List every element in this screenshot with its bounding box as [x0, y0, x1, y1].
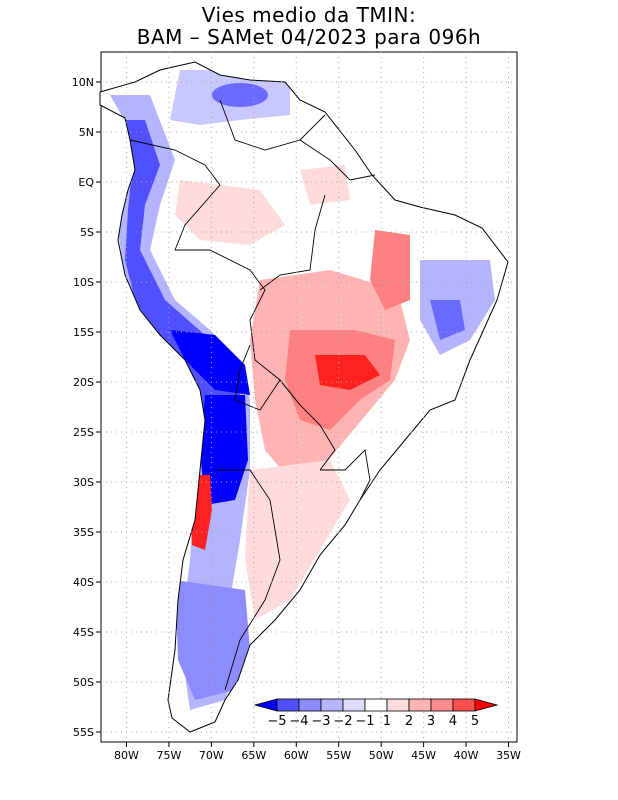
lat-tick-label: 35S	[73, 526, 94, 539]
colorbar-swatch	[320, 698, 344, 712]
bias-region-peru-strong-blue	[170, 330, 250, 395]
colorbar-label: 4	[449, 714, 457, 729]
lon-gridlines	[125, 52, 510, 742]
colorbar-swatch	[452, 698, 476, 712]
lat-tick-label: 10N	[72, 76, 94, 89]
colorbar-label: 3	[427, 714, 435, 729]
lat-tick-label: 15S	[73, 326, 94, 339]
colorbar-swatch	[342, 698, 366, 712]
colorbar-label: −1	[355, 714, 374, 729]
lat-tick-label: 5S	[80, 226, 94, 239]
colorbar-label: −2	[333, 714, 352, 729]
colorbar-swatch	[298, 698, 322, 712]
colorbar-swatch	[474, 698, 499, 712]
lon-tick-label: 80W	[114, 749, 139, 762]
lon-tick-label: 75W	[156, 749, 181, 762]
latitude-axis: 10N 5N EQ 5S 10S 15S 20S 25S 30S 35S 40S 45S 50S 55S	[72, 76, 101, 739]
bias-region-northeast-red	[370, 230, 410, 310]
colorbar-label: −3	[311, 714, 330, 729]
lat-tick-label: 5N	[79, 126, 94, 139]
lon-tick-label: 55W	[326, 749, 351, 762]
lon-tick-label: 65W	[241, 749, 266, 762]
lat-tick-label: 20S	[73, 376, 94, 389]
colorbar-label: 1	[383, 714, 391, 729]
map-title-line-1: Vies medio da TMIN:	[201, 3, 417, 27]
lon-tick-label: 70W	[199, 749, 224, 762]
colorbar-label: 2	[405, 714, 413, 729]
colorbar-swatch	[430, 698, 454, 712]
lon-tick-label: 40W	[454, 749, 479, 762]
country-borders	[129, 99, 376, 691]
bias-region-amazon-east-light-red	[300, 165, 350, 205]
colorbar-swatch	[408, 698, 432, 712]
lon-tick-label: 60W	[284, 749, 309, 762]
colorbar: −5 −4 −3 −2 −1 1 2 3 4 5	[253, 698, 499, 729]
bias-field	[100, 62, 508, 732]
colorbar-swatch	[364, 698, 388, 712]
bias-region-venezuela-blue	[212, 83, 268, 107]
lat-tick-label: 40S	[73, 576, 94, 589]
lat-tick-label: 25S	[73, 426, 94, 439]
colorbar-label: −5	[267, 714, 286, 729]
bias-region-amazon-light-red	[175, 180, 285, 245]
lat-tick-label: EQ	[78, 176, 94, 189]
bias-region-central-strong-red	[315, 355, 380, 390]
map-title-line-2: BAM – SAMet 04/2023 para 096h	[136, 25, 482, 49]
colorbar-label: −4	[289, 714, 308, 729]
lon-tick-label: 50W	[369, 749, 394, 762]
lon-tick-label: 35W	[496, 749, 521, 762]
bias-region-chile-strong-blue	[200, 395, 248, 505]
longitude-axis: 80W 75W 70W 65W 60W 55W 50W 45W 40W 35W	[114, 742, 521, 762]
lat-tick-label: 30S	[73, 476, 94, 489]
colorbar-swatch	[276, 698, 300, 712]
lat-tick-label: 10S	[73, 276, 94, 289]
bias-region-argentina-light-red	[245, 460, 350, 620]
colorbar-label: 5	[471, 714, 479, 729]
bias-region-northeast-mid-blue	[430, 300, 465, 340]
bias-region-andes-blue	[110, 95, 250, 710]
lat-tick-label: 55S	[73, 726, 94, 739]
lat-tick-label: 50S	[73, 676, 94, 689]
colorbar-swatch	[386, 698, 410, 712]
lat-tick-label: 45S	[73, 626, 94, 639]
lon-tick-label: 45W	[411, 749, 436, 762]
coastline	[99, 61, 509, 733]
